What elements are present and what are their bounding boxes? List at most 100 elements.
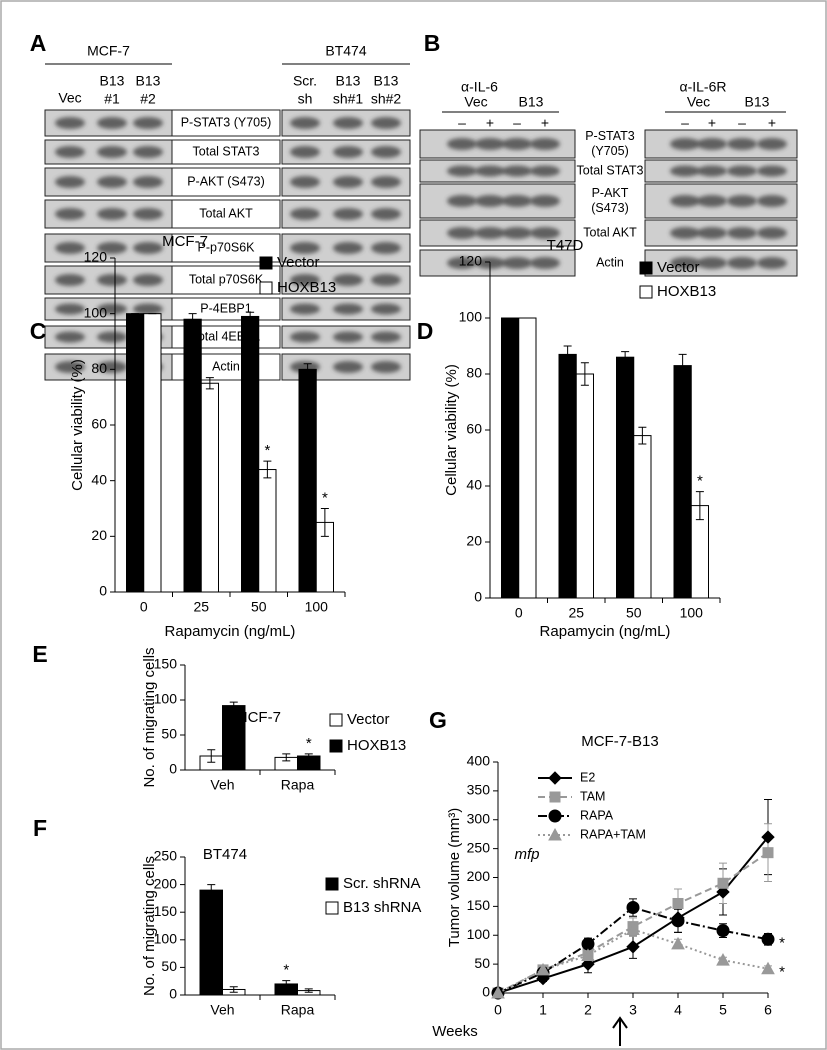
point <box>536 962 550 976</box>
blot-band <box>757 138 787 150</box>
legend-marker <box>548 809 562 823</box>
blot-band <box>55 331 85 343</box>
panel-letter: A <box>30 30 47 56</box>
error-bar <box>638 426 647 445</box>
blot-band <box>447 227 477 239</box>
blot-band <box>290 176 320 188</box>
significance-star: * <box>779 934 785 951</box>
x-tick-label: 5 <box>719 1002 727 1018</box>
y-tick-label: 150 <box>467 897 491 913</box>
group-title: α-IL-6 <box>461 79 498 95</box>
significance-star: * <box>264 442 270 459</box>
y-tick-label: 100 <box>459 309 483 325</box>
y-tick-label: 40 <box>466 477 482 493</box>
blot-row-label: Actin <box>212 359 240 373</box>
x-tick-label: 6 <box>764 1002 772 1018</box>
blot-band <box>475 165 505 177</box>
point <box>717 877 729 889</box>
legend-label: HOXB13 <box>657 283 716 300</box>
y-tick-label: 0 <box>482 984 490 1000</box>
blot-band <box>97 242 127 254</box>
point <box>672 897 684 909</box>
arrow-head <box>612 1016 628 1029</box>
y-tick-label: 0 <box>169 986 177 1002</box>
y-tick-label: 250 <box>154 848 178 864</box>
lane-label: B13 <box>100 73 125 89</box>
blot-band <box>333 208 363 220</box>
y-axis-label: Cellular viability (%) <box>443 364 460 496</box>
y-tick-label: 100 <box>84 304 108 320</box>
blot-band <box>502 257 532 269</box>
x-tick-label: 100 <box>305 599 329 615</box>
legend-marker <box>548 827 562 841</box>
blot-band <box>670 257 700 269</box>
legend-label: Vector <box>657 259 700 276</box>
legend-label: B13 shRNA <box>343 899 421 916</box>
legend-label: E2 <box>580 770 595 784</box>
annotation: mfp <box>514 846 539 863</box>
condition-label: B13 <box>745 94 770 110</box>
y-tick-label: 250 <box>467 839 491 855</box>
legend-swatch <box>639 261 653 275</box>
blot-band <box>757 227 787 239</box>
point <box>626 901 640 915</box>
blot-row-label: P-STAT3 (Y705) <box>181 115 272 129</box>
blot-row-label: P-STAT3 <box>585 129 635 143</box>
bar <box>126 313 145 593</box>
blot-band <box>530 165 560 177</box>
lane-label: Scr. <box>293 73 317 89</box>
legend-label: RAPA+TAM <box>580 827 646 841</box>
blot-band <box>333 242 363 254</box>
y-tick-label: 60 <box>466 421 482 437</box>
error-bar <box>621 351 630 364</box>
treatment-sign: – <box>458 115 466 131</box>
bar <box>200 382 219 593</box>
blot-band <box>447 165 477 177</box>
blot-band <box>290 208 320 220</box>
y-tick-label: 0 <box>169 761 177 777</box>
y-tick-label: 80 <box>91 360 107 376</box>
lane-label: B13 <box>374 73 399 89</box>
blot-band <box>757 257 787 269</box>
x-tick-label: Veh <box>210 777 234 793</box>
bar <box>199 889 223 996</box>
blot-band <box>697 138 727 150</box>
blot-band <box>133 146 163 158</box>
lane-label: #1 <box>104 91 120 107</box>
point <box>762 847 774 859</box>
significance-star: * <box>697 473 703 490</box>
chart-title: MCF-7 <box>162 233 208 250</box>
blot-band <box>333 331 363 343</box>
blot-band <box>55 274 85 286</box>
bar <box>222 705 246 771</box>
legend-swatch <box>259 256 273 270</box>
legend-label: RAPA <box>580 808 614 822</box>
blot-band <box>447 195 477 207</box>
blot-band <box>55 361 85 373</box>
treatment-sign: + <box>486 115 494 131</box>
blot-band <box>290 303 320 315</box>
x-tick-label: Veh <box>210 1002 234 1018</box>
blot-band <box>371 146 401 158</box>
blot-band <box>97 331 127 343</box>
blot-band <box>290 331 320 343</box>
blot-label-box <box>171 139 281 165</box>
y-tick-label: 150 <box>154 903 178 919</box>
error-bar <box>304 988 313 993</box>
error-bar <box>678 353 687 378</box>
point <box>581 948 595 961</box>
blot-band <box>97 303 127 315</box>
x-tick-label: 1 <box>539 1002 547 1018</box>
blot-band <box>290 242 320 254</box>
blot-band <box>55 303 85 315</box>
y-tick-label: 40 <box>91 471 107 487</box>
blot-band <box>697 257 727 269</box>
blot-band <box>133 242 163 254</box>
blot-band <box>333 176 363 188</box>
panel-letter: D <box>417 318 434 344</box>
blot-row-label: P-4EBP1 <box>200 301 251 315</box>
blot-band <box>727 227 757 239</box>
condition-label: B13 <box>519 94 544 110</box>
lane-label: Vec <box>58 90 81 106</box>
x-tick-label: 3 <box>629 1002 637 1018</box>
